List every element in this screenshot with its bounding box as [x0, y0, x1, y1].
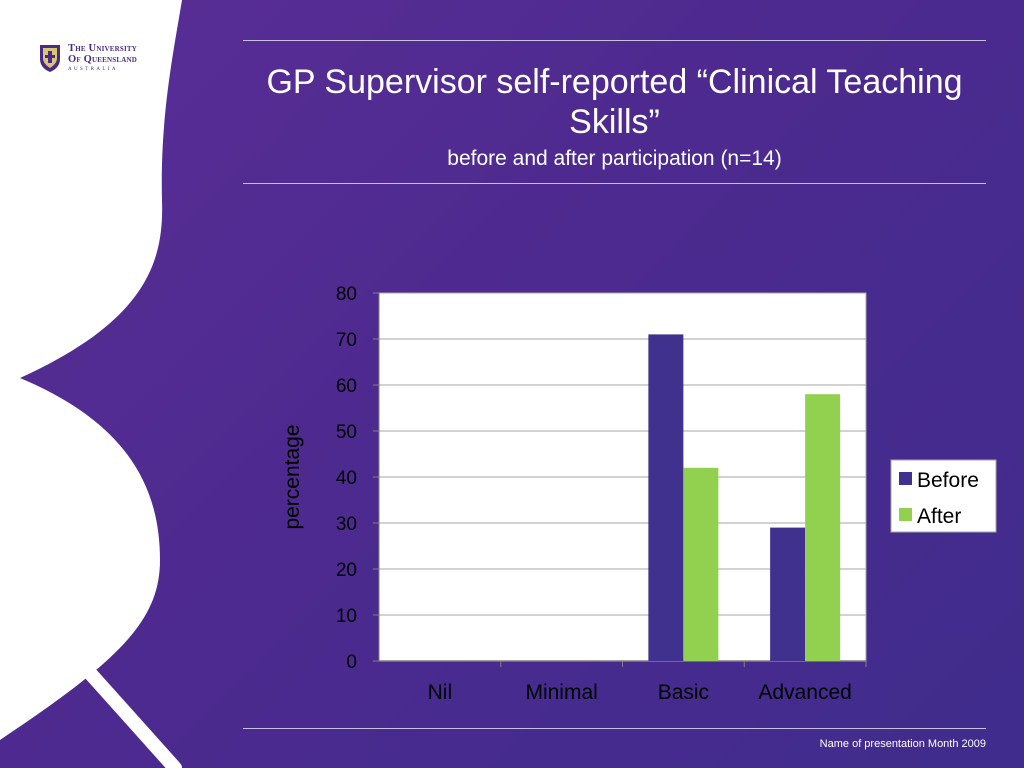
title-block: GP Supervisor self-reported “Clinical Te… — [243, 62, 986, 172]
legend-swatch-before — [899, 472, 912, 485]
x-category-label: Nil — [428, 681, 453, 704]
logo-line-3: AUSTRALIA — [68, 67, 118, 72]
y-tick-label: 80 — [336, 284, 357, 305]
y-tick-label: 40 — [336, 468, 357, 489]
logo-line-1: The University — [68, 43, 138, 54]
x-category-label: Advanced — [758, 681, 851, 704]
y-tick-label: 50 — [336, 422, 357, 443]
decorative-white-swoosh — [0, 0, 182, 768]
y-tick-label: 70 — [336, 330, 357, 351]
logo-line-2: Of Queensland — [68, 53, 138, 65]
top-rule — [243, 40, 986, 41]
slide-subtitle: before and after participation (n=14) — [447, 147, 782, 170]
title-bottom-rule — [243, 183, 986, 184]
y-tick-label: 60 — [336, 376, 357, 397]
bar-after-basic — [683, 467, 719, 661]
footer-text: Name of presentation Month 2009 — [819, 738, 986, 750]
y-tick-label: 0 — [346, 652, 357, 673]
crest-icon — [40, 45, 60, 72]
y-axis-label: percentage — [281, 424, 304, 529]
slide-title: GP Supervisor self-reported “Clinical Te… — [266, 63, 963, 141]
y-tick-label: 20 — [336, 560, 357, 581]
bar-after-advanced — [805, 394, 841, 661]
legend-swatch-after — [899, 508, 912, 521]
footer-rule — [243, 728, 986, 729]
university-logo: The University Of Queensland AUSTRALIA — [38, 40, 168, 76]
legend-label-after: After — [917, 505, 961, 528]
bar-before-advanced — [770, 527, 806, 661]
y-tick-label: 30 — [336, 514, 357, 535]
bar-before-basic — [648, 334, 684, 661]
legend-label-before: Before — [917, 469, 979, 492]
x-category-label: Minimal — [525, 681, 597, 704]
x-category-label: Basic — [658, 681, 709, 704]
y-tick-label: 10 — [336, 606, 357, 627]
